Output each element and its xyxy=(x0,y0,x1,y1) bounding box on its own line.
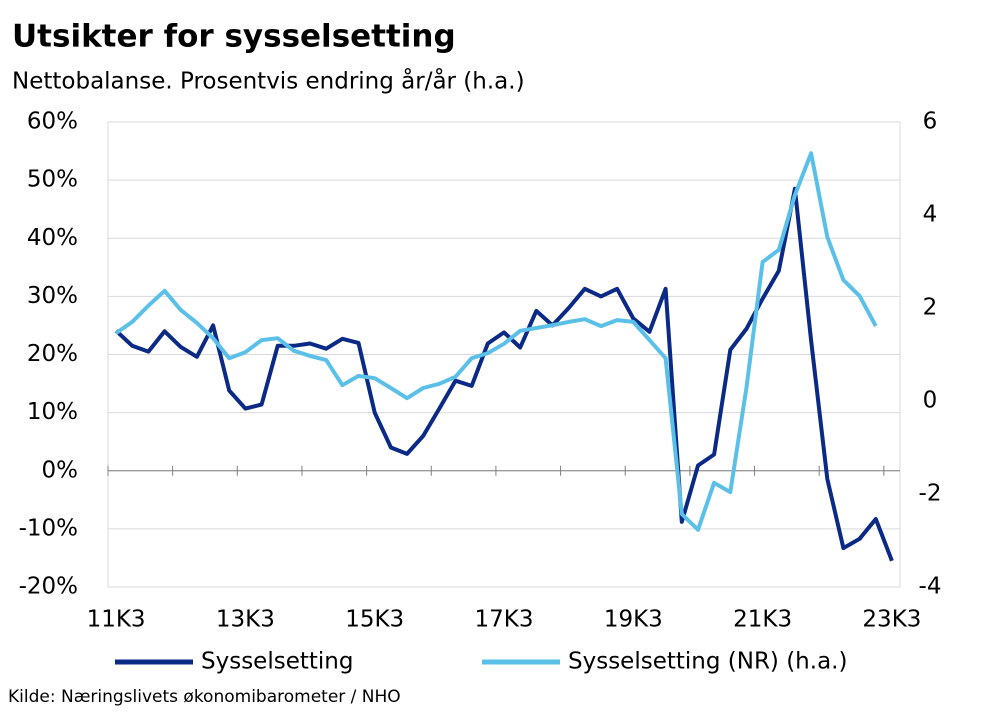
source: Kilde: Næringslivets økonomibarometer / … xyxy=(8,687,401,707)
y-tick-label: 10% xyxy=(27,399,78,425)
x-tick-label: 23K3 xyxy=(862,607,921,633)
y-tick-label: 50% xyxy=(27,167,78,193)
chart-title: Utsikter for sysselsetting xyxy=(12,19,456,55)
x-tick-label: 15K3 xyxy=(345,607,404,633)
y-tick-label: 30% xyxy=(27,283,78,309)
x-tick-label: 21K3 xyxy=(733,607,792,633)
x-tick-label: 11K3 xyxy=(87,607,146,633)
series-line xyxy=(114,186,894,562)
y-tick-label: 20% xyxy=(27,341,78,367)
y2-tick-label: 0 xyxy=(923,388,938,414)
y2-tick-label: -4 xyxy=(919,574,942,600)
legend-label: Sysselsetting (NR) (h.a.) xyxy=(568,649,847,675)
x-tick-label: 17K3 xyxy=(475,607,534,633)
legend-label: Sysselsetting xyxy=(201,649,353,675)
y-tick-label: 60% xyxy=(27,109,78,135)
y2-tick-label: 4 xyxy=(923,202,938,228)
series-line xyxy=(114,151,878,532)
y-tick-label: 40% xyxy=(27,225,78,251)
x-tick-label: 19K3 xyxy=(604,607,663,633)
y-tick-label: -10% xyxy=(19,515,78,541)
y2-tick-label: -2 xyxy=(919,481,942,507)
y-tick-label: 0% xyxy=(42,457,79,483)
y-tick-label: -20% xyxy=(19,574,78,600)
chart-subtitle: Nettobalanse. Prosentvis endring år/år (… xyxy=(12,67,525,95)
x-tick-label: 13K3 xyxy=(216,607,275,633)
y2-tick-label: 2 xyxy=(923,295,938,321)
y2-tick-label: 6 xyxy=(923,109,938,135)
